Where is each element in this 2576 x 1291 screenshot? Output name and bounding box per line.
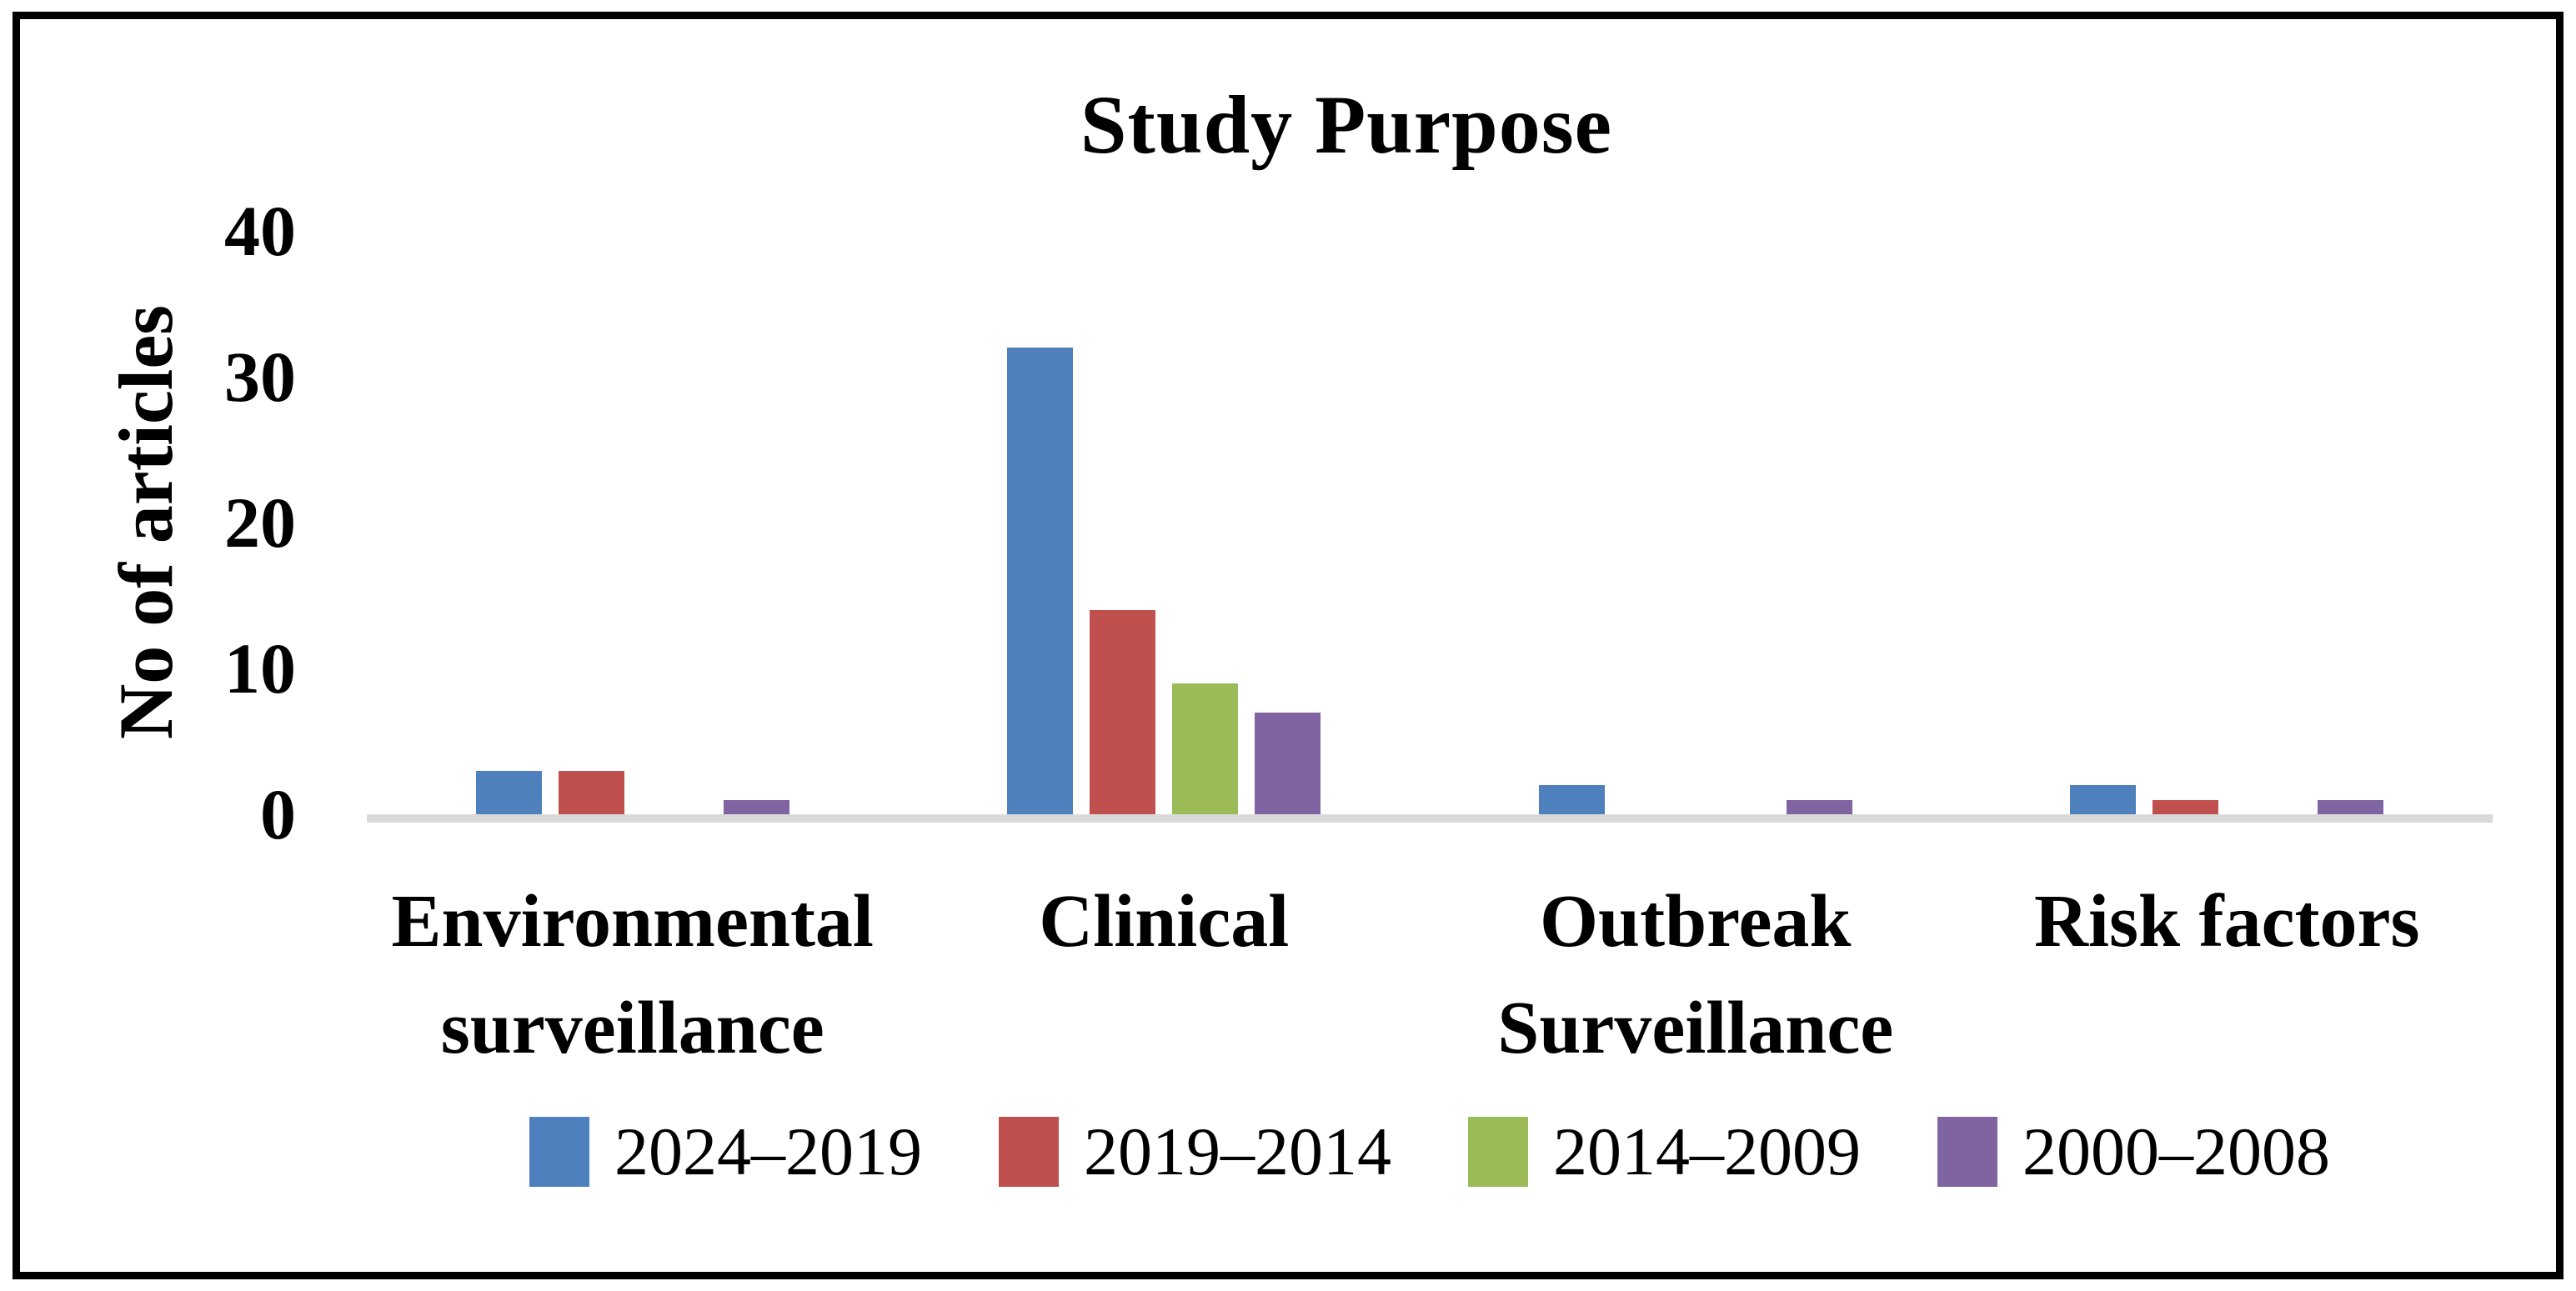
legend-swatch-2000-2008 (1937, 1117, 1997, 1187)
y-tick-label-40: 40 (224, 191, 296, 271)
bar-group-clinical (1007, 231, 1321, 814)
legend-item-2014-2009: 2014–2009 (1468, 1117, 1861, 1187)
bar-outbreak-surveillance-2024-2019 (1538, 785, 1605, 814)
x-axis-line (367, 814, 2493, 823)
bar-group-environmental-surveillance (475, 231, 789, 814)
legend-label-2014-2009: 2014–2009 (1553, 1113, 1861, 1189)
bar-group-risk-factors (2070, 231, 2384, 814)
bar-clinical-2014-2009 (1172, 683, 1239, 814)
y-tick-label-20: 20 (224, 483, 296, 563)
legend-label-2019-2014: 2019–2014 (1084, 1113, 1391, 1189)
y-axis-ticks: 0 10 20 30 40 (125, 195, 296, 850)
legend-item-2019-2014: 2019–2014 (999, 1117, 1391, 1187)
y-tick-label-30: 30 (224, 337, 296, 417)
bar-clinical-2000-2008 (1255, 712, 1321, 814)
legend-item-2024-2019: 2024–2019 (529, 1117, 922, 1187)
legend: 2024–2019 2019–2014 2014–2009 2000–2008 (367, 1117, 2493, 1187)
plot-area (367, 231, 2493, 823)
legend-swatch-2024-2019 (529, 1117, 589, 1187)
bar-risk-factors-2000-2008 (2318, 799, 2384, 814)
y-tick-label-0: 0 (260, 774, 296, 854)
legend-label-2024-2019: 2024–2019 (614, 1113, 922, 1189)
legend-item-2000-2008: 2000–2008 (1937, 1117, 2330, 1187)
y-tick-label-10: 10 (224, 628, 296, 708)
legend-swatch-2014-2009 (1468, 1117, 1528, 1187)
chart-title: Study Purpose (1080, 78, 1613, 171)
bar-group-outbreak-surveillance (1538, 231, 1852, 814)
bar-clinical-2019-2014 (1090, 610, 1156, 814)
category-label-risk-factors: Risk factors (2034, 880, 2420, 963)
category-label-outbreak-surveillance: Outbreak Surveillance (1497, 880, 1894, 1069)
bar-risk-factors-2019-2014 (2153, 799, 2219, 814)
bar-environmental-surveillance-2000-2008 (723, 799, 789, 814)
category-label-clinical: Clinical (1039, 880, 1290, 963)
bar-environmental-surveillance-2024-2019 (475, 770, 542, 814)
bar-environmental-surveillance-2019-2014 (558, 770, 624, 814)
x-category-labels: Environmental surveillance Clinical Outbre… (367, 868, 2493, 1110)
bar-risk-factors-2024-2019 (2070, 785, 2137, 814)
bar-outbreak-surveillance-2000-2008 (1786, 799, 1852, 814)
bar-clinical-2024-2019 (1007, 348, 1074, 814)
legend-swatch-2019-2014 (999, 1117, 1059, 1187)
category-label-environmental-surveillance: Environmental surveillance (391, 880, 874, 1069)
legend-label-2000-2008: 2000–2008 (2022, 1113, 2330, 1189)
